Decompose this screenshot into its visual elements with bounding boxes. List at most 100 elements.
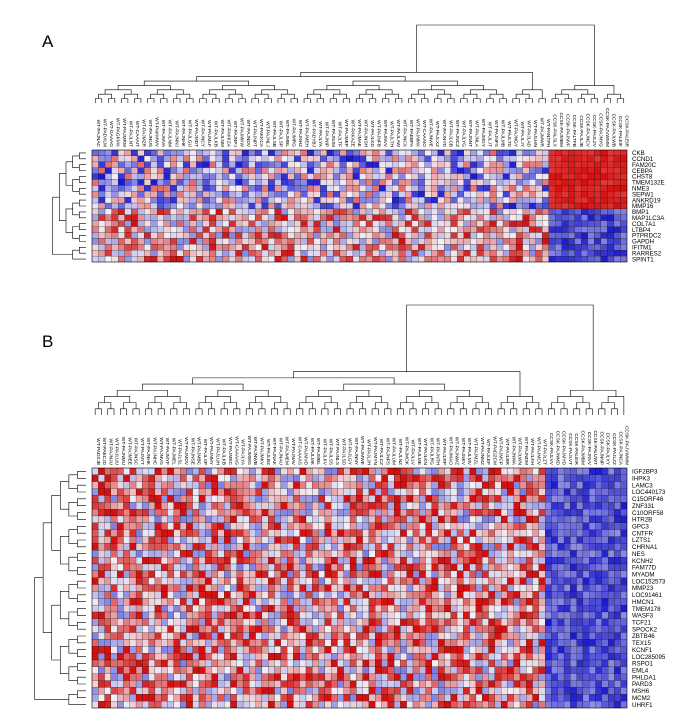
heatmap-cell bbox=[419, 563, 426, 571]
heatmap-cell bbox=[614, 653, 621, 661]
heatmap-cell bbox=[502, 226, 510, 233]
heatmap-cell bbox=[326, 197, 334, 204]
heatmap-cell bbox=[548, 161, 556, 168]
heatmap-cell bbox=[620, 536, 628, 544]
heatmap-cell bbox=[375, 509, 382, 517]
heatmap-cell bbox=[551, 591, 558, 599]
heatmap-cell bbox=[230, 646, 237, 654]
heatmap-cell bbox=[608, 680, 615, 688]
heatmap-cell bbox=[489, 250, 497, 257]
heatmap-cell bbox=[294, 220, 301, 227]
heatmap-cell bbox=[117, 701, 124, 709]
heatmap-cell bbox=[594, 208, 602, 215]
heatmap-cell bbox=[287, 687, 294, 695]
heatmap-cell bbox=[205, 467, 212, 475]
heatmap-cell bbox=[280, 591, 288, 599]
heatmap-cell bbox=[515, 197, 523, 204]
heatmap-cell bbox=[198, 515, 206, 523]
heatmap-cell bbox=[211, 488, 218, 496]
heatmap-cell bbox=[157, 232, 164, 239]
heatmap-cell bbox=[117, 653, 124, 661]
heatmap-cell bbox=[299, 625, 307, 633]
heatmap-cell bbox=[123, 536, 130, 544]
heatmap-cell bbox=[255, 185, 262, 192]
column-label: WT-PAJNWA bbox=[510, 437, 516, 466]
heatmap-cell bbox=[438, 598, 445, 606]
heatmap-cell bbox=[398, 208, 406, 215]
heatmap-cell bbox=[123, 666, 130, 674]
heatmap-cell bbox=[196, 179, 204, 186]
heatmap-cell bbox=[387, 509, 395, 517]
heatmap-cell bbox=[111, 197, 119, 204]
heatmap-cell bbox=[249, 577, 256, 585]
panel-a-column-dendrogram-branch bbox=[316, 98, 324, 103]
row-label: ANKRD19 bbox=[632, 197, 661, 204]
column-label: CCSK-PAJNCA bbox=[617, 432, 623, 466]
heatmap-cell bbox=[192, 680, 200, 688]
heatmap-cell bbox=[437, 202, 445, 210]
heatmap-cell bbox=[576, 694, 584, 702]
heatmap-cell bbox=[394, 618, 401, 626]
heatmap-cell bbox=[372, 149, 380, 156]
heatmap-cell bbox=[594, 214, 602, 221]
heatmap-cell bbox=[129, 509, 137, 517]
heatmap-cell bbox=[614, 694, 621, 702]
heatmap-cell bbox=[337, 666, 344, 674]
heatmap-cell bbox=[607, 173, 615, 180]
heatmap-cell bbox=[255, 598, 263, 606]
heatmap-cell bbox=[425, 611, 432, 619]
heatmap-cell bbox=[561, 202, 569, 210]
column-label: CCSK-PAJVWMM bbox=[624, 426, 630, 465]
heatmap-cell bbox=[620, 191, 628, 198]
heatmap-cell bbox=[189, 226, 197, 233]
heatmap-cell bbox=[281, 149, 288, 156]
heatmap-cell bbox=[183, 179, 190, 186]
heatmap-cell bbox=[568, 250, 575, 257]
heatmap-cell bbox=[98, 474, 105, 482]
heatmap-cell bbox=[582, 618, 590, 626]
heatmap-cell bbox=[568, 232, 575, 239]
heatmap-cell bbox=[450, 632, 458, 640]
heatmap-cell bbox=[368, 509, 376, 517]
heatmap-cell bbox=[180, 557, 187, 565]
heatmap-cell bbox=[154, 618, 162, 626]
heatmap-cell bbox=[387, 557, 395, 565]
heatmap-cell bbox=[469, 584, 477, 592]
heatmap-cell bbox=[261, 611, 269, 619]
heatmap-cell bbox=[142, 495, 149, 503]
heatmap-cell bbox=[614, 570, 621, 578]
heatmap-cell bbox=[104, 173, 112, 180]
heatmap-cell bbox=[394, 625, 401, 633]
heatmap-cell bbox=[519, 467, 527, 475]
heatmap-cell bbox=[589, 543, 596, 551]
heatmap-cell bbox=[144, 179, 151, 186]
heatmap-cell bbox=[312, 467, 319, 475]
heatmap-cell bbox=[173, 488, 181, 496]
heatmap-cell bbox=[104, 208, 112, 215]
heatmap-cell bbox=[557, 488, 565, 496]
heatmap-cell bbox=[600, 220, 608, 227]
heatmap-cell bbox=[305, 625, 313, 633]
heatmap-cell bbox=[129, 488, 137, 496]
heatmap-cell bbox=[425, 639, 432, 647]
heatmap-cell bbox=[137, 256, 145, 263]
heatmap-cell bbox=[110, 474, 118, 482]
heatmap-cell bbox=[563, 502, 571, 510]
heatmap-cell bbox=[293, 659, 300, 667]
heatmap-cell bbox=[142, 646, 149, 654]
heatmap-cell bbox=[236, 605, 244, 613]
heatmap-cell bbox=[236, 577, 244, 585]
heatmap-cell bbox=[198, 694, 206, 702]
heatmap-cell bbox=[424, 179, 432, 186]
heatmap-cell bbox=[412, 543, 420, 551]
heatmap-cell bbox=[475, 639, 483, 647]
heatmap-cell bbox=[456, 680, 464, 688]
heatmap-cell bbox=[574, 191, 582, 198]
heatmap-cell bbox=[601, 639, 609, 647]
heatmap-cell bbox=[129, 584, 137, 592]
heatmap-cell bbox=[444, 250, 451, 257]
heatmap-cell bbox=[482, 474, 489, 482]
panel-a-row-dendrogram-branch bbox=[79, 199, 86, 207]
heatmap-cell bbox=[180, 653, 187, 661]
column-label: WT-PAJNCZ bbox=[454, 120, 460, 147]
